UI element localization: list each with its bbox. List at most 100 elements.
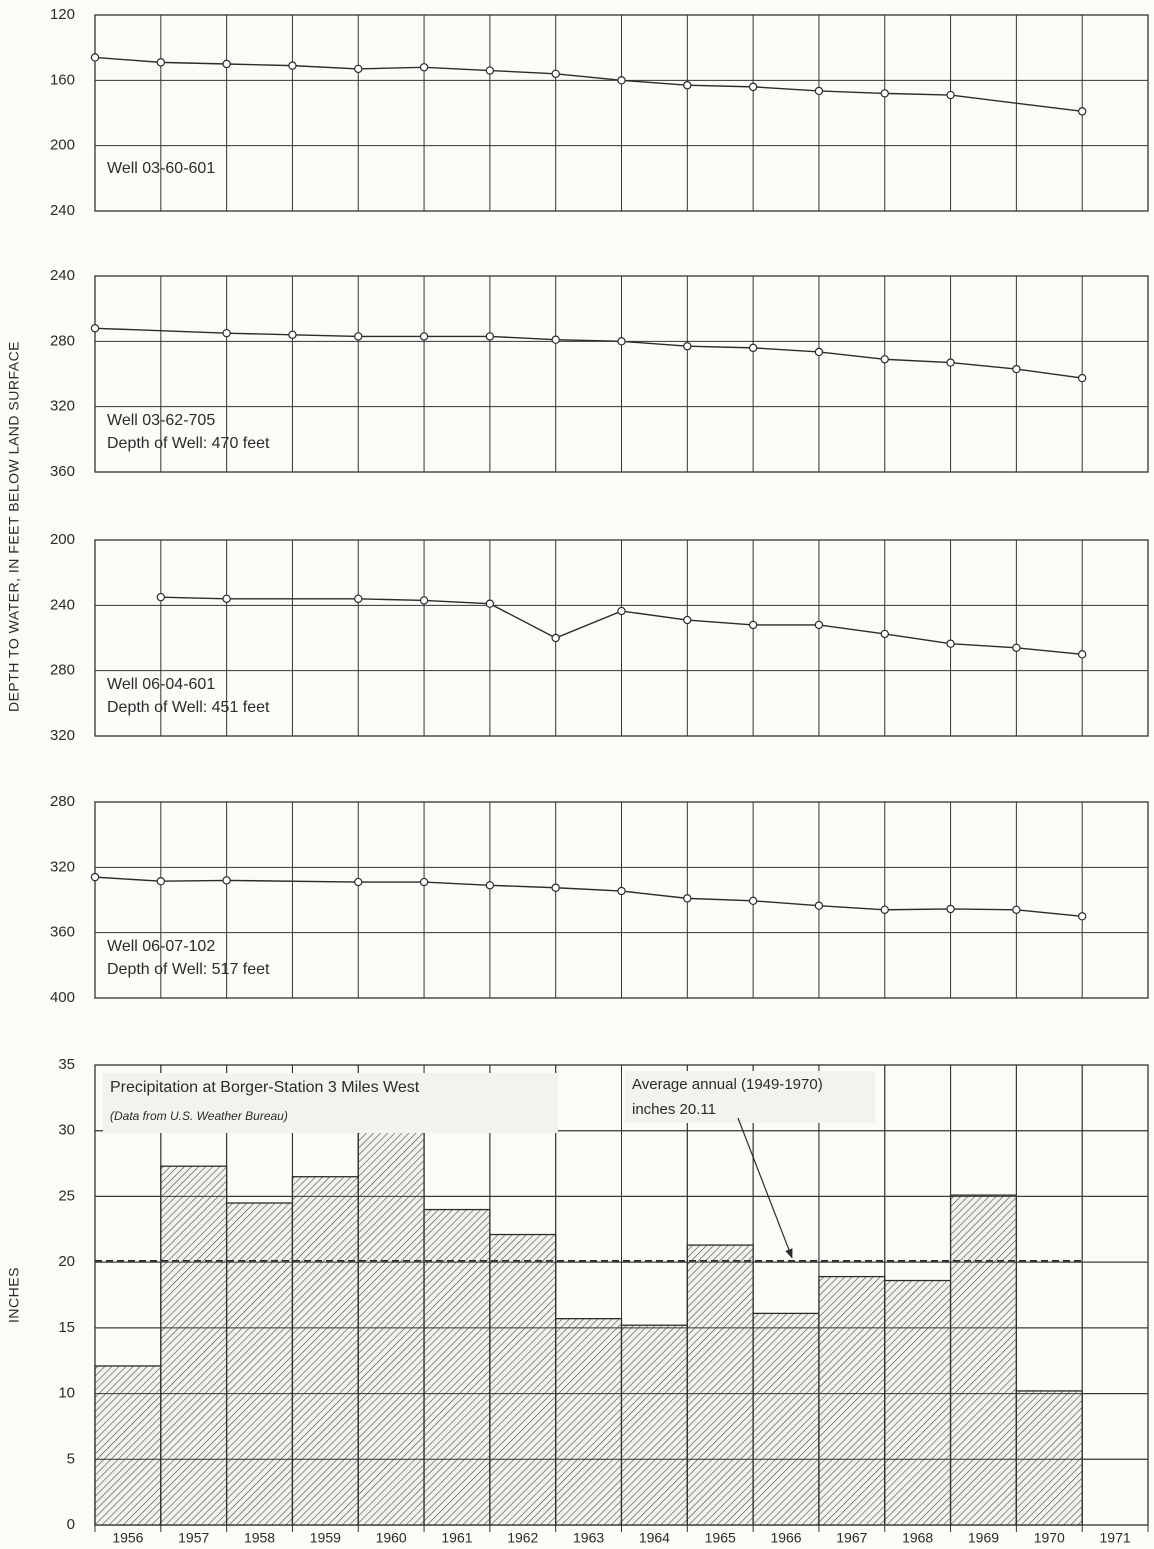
data-point <box>1012 364 1021 374</box>
y-tick-label: 0 <box>67 1516 75 1533</box>
y-tick-label: 360 <box>50 463 75 480</box>
data-point <box>156 877 166 886</box>
annotation: inches 20.11 <box>632 1101 716 1118</box>
x-tick-label: 1966 <box>770 1530 801 1546</box>
data-point <box>1077 107 1087 116</box>
chart-title: Precipitation at Borger-Station 3 Miles … <box>110 1079 420 1096</box>
data-point <box>617 606 626 616</box>
data-point <box>485 599 495 608</box>
data-point <box>946 639 955 648</box>
x-tick-label: 1967 <box>836 1530 867 1546</box>
data-point <box>748 620 758 630</box>
well-label: Well 06-07-102 <box>107 938 215 955</box>
data-point <box>748 82 758 92</box>
chart-subtitle: (Data from U.S. Weather Bureau) <box>110 1109 288 1123</box>
x-tick-label: 1964 <box>639 1530 670 1546</box>
data-point <box>814 901 824 910</box>
plot-frame <box>94 275 1149 473</box>
x-tick-label: 1962 <box>507 1530 538 1546</box>
bar <box>1015 1390 1083 1526</box>
bar <box>620 1324 688 1526</box>
data-point <box>485 881 495 890</box>
data-point <box>222 59 231 69</box>
data-point <box>617 886 626 896</box>
bar <box>94 1365 162 1526</box>
data-point <box>90 324 100 333</box>
data-point <box>880 905 889 915</box>
data-point <box>222 594 231 604</box>
data-line <box>160 596 1083 656</box>
bar <box>357 1126 425 1526</box>
data-point <box>354 64 363 74</box>
x-tick-label: 1960 <box>376 1530 407 1546</box>
y-tick-label: 20 <box>58 1253 75 1270</box>
y-tick-label: 320 <box>50 398 75 415</box>
y-axis-title: INCHES <box>6 1267 22 1323</box>
data-point <box>419 596 429 605</box>
data-point <box>288 61 297 70</box>
data-point <box>551 883 560 892</box>
x-tick-label: 1958 <box>244 1530 275 1546</box>
data-point <box>1012 905 1021 915</box>
data-point <box>617 76 626 85</box>
data-point <box>1012 643 1021 653</box>
y-tick-label: 360 <box>50 924 75 941</box>
data-point <box>1077 650 1087 659</box>
bar <box>160 1165 228 1526</box>
y-tick-label: 320 <box>50 858 75 875</box>
well-label: Depth of Well: 451 feet <box>107 699 270 716</box>
data-point <box>683 894 692 903</box>
data-point <box>288 330 297 339</box>
data-point <box>419 332 429 341</box>
data-point <box>156 592 166 602</box>
data-point <box>485 332 495 341</box>
data-point <box>156 58 166 67</box>
title-bg <box>103 1073 558 1133</box>
data-point <box>1077 373 1087 383</box>
y-tick-label: 280 <box>50 662 75 679</box>
bar <box>686 1244 754 1526</box>
data-line <box>94 876 1083 918</box>
data-point <box>551 335 560 344</box>
x-tick-label: 1963 <box>573 1530 604 1546</box>
x-tick-label: 1971 <box>1100 1530 1131 1546</box>
x-tick-label: 1957 <box>178 1530 209 1546</box>
data-point <box>90 872 100 882</box>
y-tick-label: 280 <box>50 332 75 349</box>
data-point <box>485 66 495 75</box>
data-point <box>354 877 363 887</box>
data-point <box>814 347 824 357</box>
y-tick-label: 200 <box>50 137 75 154</box>
bar <box>225 1202 294 1526</box>
well-label: Depth of Well: 470 feet <box>107 435 270 452</box>
x-tick-label: 1968 <box>902 1530 933 1546</box>
well-label: Well 03-60-601 <box>107 160 215 177</box>
data-point <box>419 63 429 72</box>
data-point <box>419 877 429 887</box>
y-tick-label: 240 <box>50 267 75 284</box>
y-tick-label: 400 <box>50 989 75 1006</box>
data-point <box>748 896 758 906</box>
y-tick-label: 15 <box>58 1319 75 1336</box>
data-point <box>90 53 100 62</box>
plot-frame <box>94 539 1149 737</box>
y-tick-label: 240 <box>50 596 75 613</box>
data-point <box>617 337 626 346</box>
well-label: Well 03-62-705 <box>107 412 215 429</box>
y-tick-label: 25 <box>58 1187 75 1204</box>
y-tick-label: 280 <box>50 793 75 810</box>
y-tick-label: 200 <box>50 531 75 548</box>
x-tick-label: 1961 <box>441 1530 472 1546</box>
data-point <box>880 89 889 98</box>
bar <box>489 1233 557 1526</box>
bar <box>818 1275 886 1526</box>
data-point <box>814 86 824 96</box>
annotation: Average annual (1949-1970) <box>632 1076 823 1093</box>
data-point <box>222 328 231 338</box>
bar <box>884 1279 952 1526</box>
x-tick-label: 1956 <box>112 1530 143 1546</box>
data-point <box>814 620 824 630</box>
data-point <box>880 629 889 639</box>
x-tick-label: 1969 <box>968 1530 999 1546</box>
